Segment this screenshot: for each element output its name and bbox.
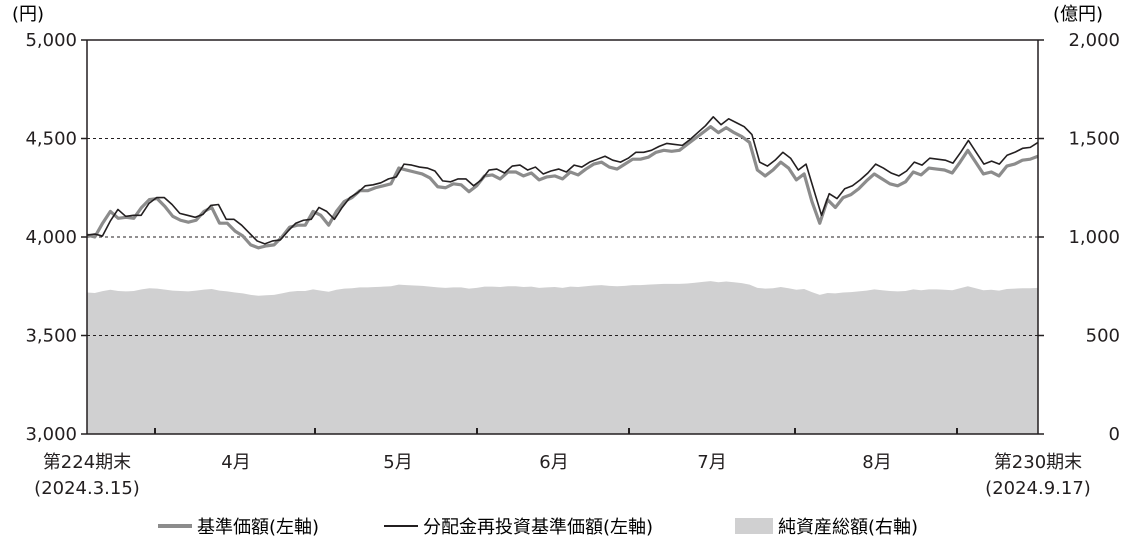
legend: 基準価額(左軸) 分配金再投資基準価額(左軸) 純資産総額(右軸) — [158, 517, 918, 538]
x-tick-label: 6月 — [539, 452, 568, 473]
series-net-assets-area — [87, 281, 1038, 434]
left-tick-label: 4,500 — [25, 129, 77, 150]
right-tick-label: 1,500 — [1068, 129, 1120, 150]
left-tick-label: 5,000 — [25, 30, 77, 51]
legend-label-net-assets: 純資産総額(右軸) — [778, 517, 918, 538]
x-tick-label: 8月 — [862, 452, 891, 473]
left-tick-label: 3,500 — [25, 326, 77, 347]
left-tick-label: 3,000 — [25, 424, 77, 445]
right-tick-label: 2,000 — [1068, 30, 1120, 51]
series-reinvested-nav-line — [86, 116, 1039, 245]
line-layer — [86, 116, 1039, 250]
x-tick-sublabel: (2024.3.15) — [34, 478, 140, 499]
x-tick-label: 4月 — [221, 452, 250, 473]
x-tick-label: 第230期末 — [994, 452, 1082, 473]
x-tick-label: 7月 — [697, 452, 726, 473]
x-tick-sublabel: (2024.9.17) — [985, 478, 1091, 499]
left-tick-label: 4,000 — [25, 227, 77, 248]
legend-label-nav: 基準価額(左軸) — [197, 517, 319, 538]
legend-label-reinvested-nav: 分配金再投資基準価額(左軸) — [423, 517, 653, 538]
right-tick-label: 500 — [1086, 326, 1120, 347]
left-axis-unit-label: (円) — [12, 4, 44, 25]
legend-swatch-reinvested-nav — [384, 525, 418, 527]
right-axis-unit-label: (億円) — [1053, 4, 1103, 25]
series-nav-line — [86, 125, 1039, 250]
x-tick-label: 5月 — [383, 452, 412, 473]
right-tick-label: 0 — [1109, 424, 1120, 445]
legend-swatch-net-assets — [735, 518, 773, 534]
legend-swatch-nav — [158, 524, 192, 528]
right-tick-label: 1,000 — [1068, 227, 1120, 248]
x-tick-label: 第224期末 — [43, 452, 131, 473]
axis-layer: 5,000 4,500 4,000 3,500 3,000 2,000 1,500 1,000… — [25, 30, 1120, 499]
net-assets-area-layer — [87, 281, 1038, 434]
